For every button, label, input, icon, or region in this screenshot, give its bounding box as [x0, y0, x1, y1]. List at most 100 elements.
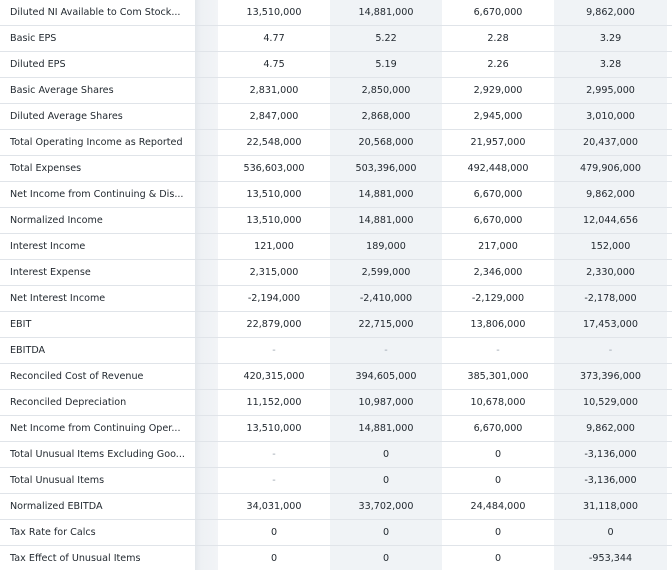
right-edge: [667, 364, 672, 389]
value-cell: 2,847,000: [218, 104, 330, 129]
value-cell: 0: [330, 468, 442, 493]
value-cell: 5.22: [330, 26, 442, 51]
right-edge: [667, 442, 672, 467]
value-cell: 2,346,000: [442, 260, 554, 285]
value-cell: 13,510,000: [218, 182, 330, 207]
right-edge: [667, 494, 672, 519]
table-row: Interest Income 121,000 189,000 217,000 152,…: [0, 234, 672, 260]
column-divider: [195, 338, 218, 363]
value-cell: 9,862,000: [554, 416, 667, 441]
value-cell: -2,194,000: [218, 286, 330, 311]
right-edge: [667, 182, 672, 207]
table-row: Net Interest Income -2,194,000 -2,410,000-…: [0, 286, 672, 312]
value-cell: 3.29: [554, 26, 667, 51]
row-label: Basic Average Shares: [0, 78, 195, 103]
value-cell: 14,881,000: [330, 416, 442, 441]
value-cell: -: [330, 338, 442, 363]
table-row: Reconciled Cost of Revenue 420,315,000 394…: [0, 364, 672, 390]
value-cell: 3.28: [554, 52, 667, 77]
value-cell: 217,000: [442, 234, 554, 259]
column-divider: [195, 390, 218, 415]
row-label: Tax Rate for Calcs: [0, 520, 195, 545]
table-row: Total Expenses 536,603,000 503,396,000 492,…: [0, 156, 672, 182]
column-divider: [195, 312, 218, 337]
value-cell: 394,605,000: [330, 364, 442, 389]
value-cell: -: [218, 442, 330, 467]
value-cell: 20,568,000: [330, 130, 442, 155]
table-row: Net Income from Continuing Oper... 13,510…: [0, 416, 672, 442]
right-edge: [667, 156, 672, 181]
column-divider: [195, 442, 218, 467]
column-divider: [195, 26, 218, 51]
column-divider: [195, 520, 218, 545]
value-cell: 10,987,000: [330, 390, 442, 415]
row-label: Net Interest Income: [0, 286, 195, 311]
column-divider: [195, 468, 218, 493]
value-cell: 2.28: [442, 26, 554, 51]
value-cell: 0: [330, 546, 442, 570]
value-cell: 2,868,000: [330, 104, 442, 129]
value-cell: 6,670,000: [442, 416, 554, 441]
value-cell: 536,603,000: [218, 156, 330, 181]
table-row: Basic EPS 4.77 5.22 2.28 3.29: [0, 26, 672, 52]
value-cell: 6,670,000: [442, 182, 554, 207]
value-cell: 479,906,000: [554, 156, 667, 181]
value-cell: 0: [442, 442, 554, 467]
row-label: Total Unusual Items: [0, 468, 195, 493]
column-divider: [195, 208, 218, 233]
value-cell: 22,715,000: [330, 312, 442, 337]
row-label: EBIT: [0, 312, 195, 337]
table-row: Normalized Income 13,510,000 14,881,000 6,6…: [0, 208, 672, 234]
right-edge: [667, 546, 672, 570]
table-row: Interest Expense 2,315,000 2,599,000 2,346,…: [0, 260, 672, 286]
value-cell: 2,599,000: [330, 260, 442, 285]
table-row: Tax Effect of Unusual Items 0 0 0 -953,344: [0, 546, 672, 570]
value-cell: -: [218, 338, 330, 363]
value-cell: 5.19: [330, 52, 442, 77]
value-cell: 0: [442, 546, 554, 570]
value-cell: -2,129,000: [442, 286, 554, 311]
row-label: Interest Expense: [0, 260, 195, 285]
value-cell: 14,881,000: [330, 0, 442, 25]
table-row: Net Income from Continuing & Dis... 13,51…: [0, 182, 672, 208]
right-edge: [667, 286, 672, 311]
right-edge: [667, 312, 672, 337]
value-cell: 0: [330, 520, 442, 545]
value-cell: 0: [554, 520, 667, 545]
value-cell: 0: [218, 546, 330, 570]
table-row: Reconciled Depreciation 11,152,000 10,987,…: [0, 390, 672, 416]
value-cell: -3,136,000: [554, 442, 667, 467]
row-label: Basic EPS: [0, 26, 195, 51]
value-cell: 6,670,000: [442, 208, 554, 233]
right-edge: [667, 416, 672, 441]
value-cell: -: [218, 468, 330, 493]
value-cell: 4.75: [218, 52, 330, 77]
right-edge: [667, 338, 672, 363]
column-divider: [195, 260, 218, 285]
table-row: Total Unusual Items Excluding Goo... -0 0-…: [0, 442, 672, 468]
column-divider: [195, 286, 218, 311]
value-cell: 492,448,000: [442, 156, 554, 181]
value-cell: 152,000: [554, 234, 667, 259]
value-cell: 10,529,000: [554, 390, 667, 415]
value-cell: 189,000: [330, 234, 442, 259]
table-row: EBITDA - - - -: [0, 338, 672, 364]
row-label: Total Expenses: [0, 156, 195, 181]
table-row: Diluted Average Shares 2,847,000 2,868,000…: [0, 104, 672, 130]
table-row: Tax Rate for Calcs 0 0 0 0: [0, 520, 672, 546]
value-cell: -2,178,000: [554, 286, 667, 311]
column-divider: [195, 182, 218, 207]
right-edge: [667, 130, 672, 155]
row-label: Tax Effect of Unusual Items: [0, 546, 195, 570]
right-edge: [667, 234, 672, 259]
right-edge: [667, 208, 672, 233]
value-cell: 13,806,000: [442, 312, 554, 337]
value-cell: 17,453,000: [554, 312, 667, 337]
column-divider: [195, 78, 218, 103]
value-cell: 0: [442, 468, 554, 493]
column-divider: [195, 494, 218, 519]
value-cell: 2,831,000: [218, 78, 330, 103]
right-edge: [667, 52, 672, 77]
row-label: Diluted Average Shares: [0, 104, 195, 129]
